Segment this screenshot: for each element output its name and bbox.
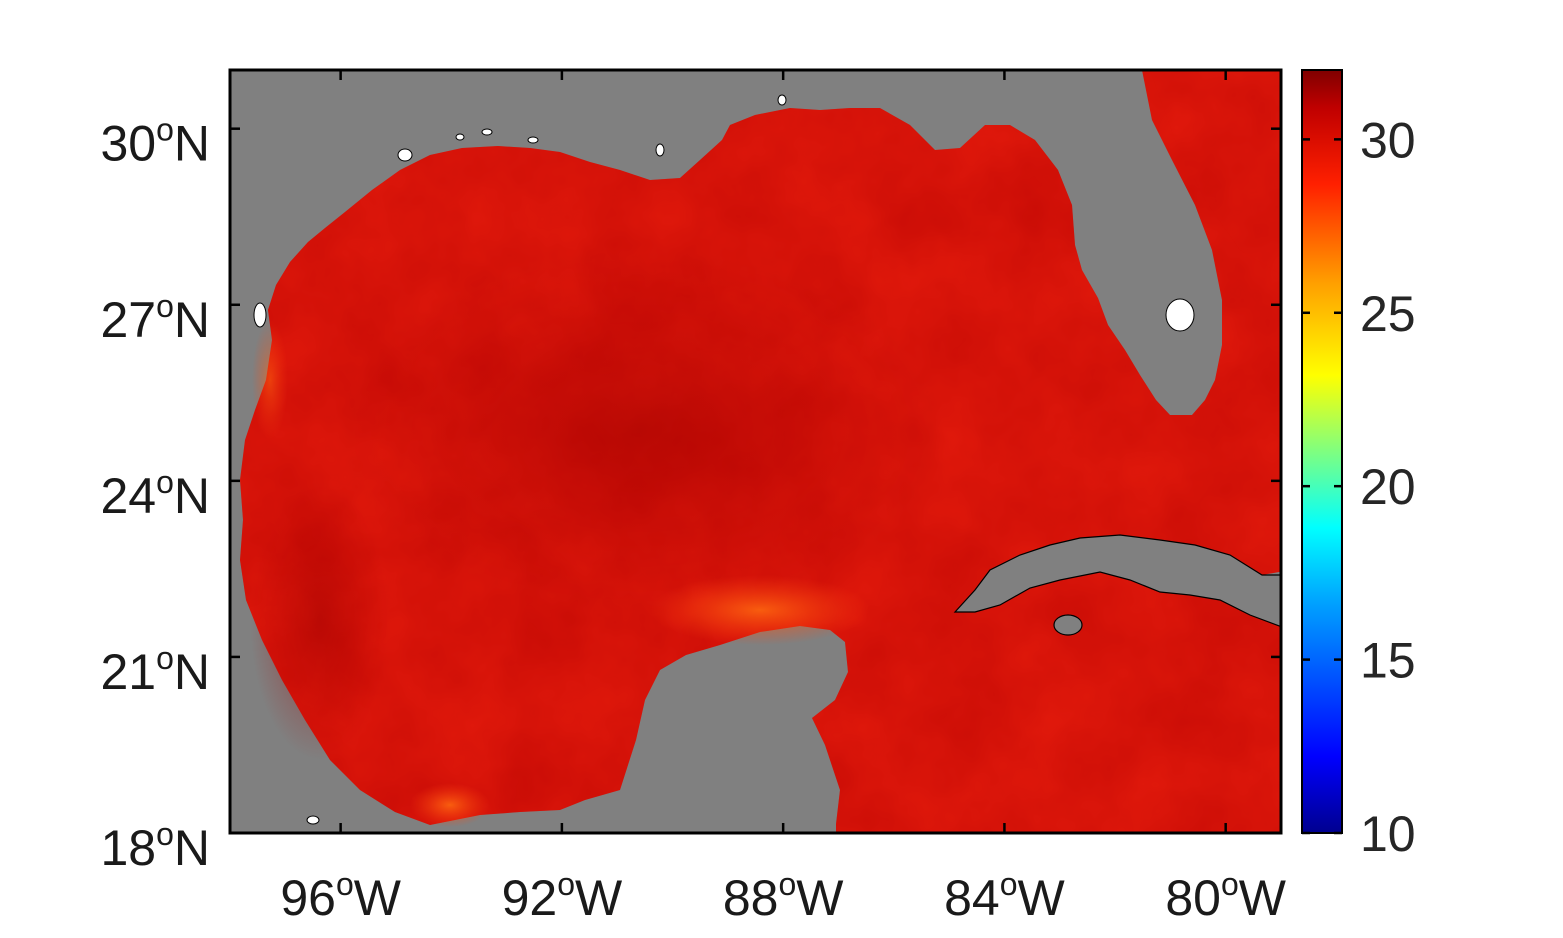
lon-tick-label: 92oW	[502, 866, 623, 926]
colorbar-tick-label: 30	[1360, 112, 1416, 168]
coastal-lakes	[253, 94, 787, 825]
longitude-axis: 96oW 92oW 88oW 84oW 80oW	[280, 70, 1287, 926]
cuba-landmass	[953, 534, 1281, 628]
sst-texture	[240, 70, 1281, 833]
lat-tick-label: 18oN	[100, 816, 210, 876]
lon-tick-label: 80oW	[1165, 866, 1286, 926]
lon-tick-label: 96oW	[280, 866, 401, 926]
map-panel	[230, 70, 1281, 833]
colorbar-gradient	[1301, 69, 1343, 834]
colorbar-tick-label: 25	[1360, 286, 1416, 342]
colorbar-ticks: 30 25 20 15 10	[1302, 112, 1416, 862]
lon-tick-label: 88oW	[723, 866, 844, 926]
map-axes-frame	[228, 68, 1283, 835]
colorbar-tick-label: 20	[1360, 459, 1416, 515]
colorbar-tick-label: 15	[1360, 633, 1416, 689]
lat-tick-label: 24oN	[100, 464, 210, 524]
latitude-axis: 30oN 27oN 24oN 21oN 18oN	[100, 112, 1281, 876]
colorbar: 30 25 20 15 10	[1301, 69, 1416, 862]
isle-of-youth	[1053, 614, 1083, 636]
lat-tick-label: 30oN	[100, 112, 210, 172]
lake-okeechobee	[1165, 298, 1195, 332]
lat-tick-label: 21oN	[100, 640, 210, 700]
colorbar-tick-label: 10	[1360, 806, 1416, 862]
lat-tick-label: 27oN	[100, 288, 210, 348]
lon-tick-label: 84oW	[944, 866, 1065, 926]
